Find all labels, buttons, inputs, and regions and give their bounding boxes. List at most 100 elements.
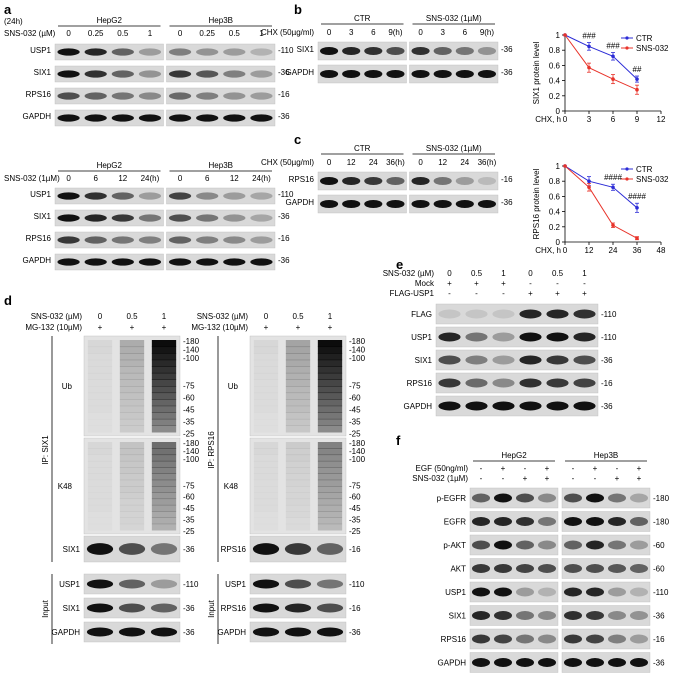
band bbox=[319, 199, 339, 209]
smear-segment bbox=[88, 406, 112, 413]
band bbox=[563, 611, 583, 620]
smear-segment bbox=[87, 454, 113, 462]
data-point bbox=[563, 33, 567, 37]
protein-label: Ub bbox=[62, 382, 73, 391]
blot-strip bbox=[435, 303, 599, 325]
lane-label: 1 bbox=[148, 29, 153, 38]
condition-value: 1 bbox=[501, 269, 506, 278]
band bbox=[492, 332, 515, 342]
smear-segment bbox=[253, 454, 279, 462]
band bbox=[111, 114, 134, 122]
smear-segment bbox=[254, 517, 278, 524]
smear-segment bbox=[285, 359, 311, 367]
smear-segment bbox=[253, 460, 279, 468]
smear-segment bbox=[151, 479, 177, 487]
band bbox=[196, 70, 219, 78]
ip-label: IP: SIX1 bbox=[41, 435, 50, 465]
band bbox=[319, 69, 339, 79]
smear-segment bbox=[151, 359, 177, 367]
x-axis-label: CHX, h bbox=[535, 246, 561, 255]
protein-label: GAPDH bbox=[23, 112, 52, 121]
band bbox=[607, 611, 627, 620]
band bbox=[477, 199, 497, 209]
smear-segment bbox=[119, 379, 145, 387]
lane-label: 36(h) bbox=[386, 158, 405, 167]
group-label: HepG2 bbox=[97, 161, 123, 170]
blot-background bbox=[409, 194, 499, 214]
blot-background bbox=[561, 628, 651, 650]
lane-label: 0.25 bbox=[88, 29, 104, 38]
band bbox=[438, 355, 461, 365]
blot-strip bbox=[249, 597, 347, 619]
lane-label: 0.5 bbox=[117, 29, 129, 38]
ip-label: IP: RPS16 bbox=[207, 431, 216, 469]
band bbox=[515, 517, 535, 526]
band bbox=[465, 355, 488, 365]
band bbox=[284, 543, 312, 555]
blot-strip bbox=[469, 581, 651, 603]
band bbox=[585, 658, 605, 667]
protein-label: USP1 bbox=[445, 588, 466, 597]
band bbox=[111, 70, 134, 78]
band bbox=[168, 92, 192, 100]
band bbox=[493, 493, 513, 503]
data-point bbox=[635, 77, 639, 81]
band bbox=[138, 258, 162, 266]
blot-background bbox=[54, 65, 164, 83]
protein-label: RPS16 bbox=[441, 635, 467, 644]
smear-segment bbox=[317, 467, 343, 474]
y-tick-label: 0 bbox=[556, 107, 561, 116]
band bbox=[86, 579, 114, 589]
band bbox=[573, 401, 596, 411]
mw-label: -36 bbox=[501, 68, 513, 77]
mw-label: -75 bbox=[183, 381, 195, 390]
blot-background bbox=[435, 349, 599, 371]
condition-value: - bbox=[502, 474, 505, 483]
smear-segment bbox=[151, 392, 177, 400]
smear-segment bbox=[119, 442, 145, 449]
band bbox=[465, 378, 488, 388]
band bbox=[168, 48, 192, 56]
lane-label: 0 bbox=[418, 28, 423, 37]
blot-strip bbox=[83, 573, 181, 595]
significance-mark: ## bbox=[633, 65, 642, 74]
smear-segment bbox=[119, 392, 145, 400]
mw-label: -36 bbox=[653, 659, 665, 668]
smear-segment bbox=[87, 442, 113, 449]
smear-segment bbox=[317, 460, 343, 468]
blot-background bbox=[469, 628, 559, 650]
smear-segment bbox=[285, 372, 311, 380]
lane-label: 24 bbox=[369, 158, 378, 167]
smear-segment bbox=[253, 353, 279, 361]
smear-segment bbox=[317, 523, 343, 531]
mw-label: -140 bbox=[183, 447, 200, 456]
smear-segment bbox=[87, 448, 113, 456]
panel-label-c: c bbox=[294, 132, 301, 147]
band bbox=[223, 48, 246, 56]
blot-background bbox=[561, 534, 651, 556]
smear-segment bbox=[317, 405, 343, 413]
mw-label: -60 bbox=[349, 493, 361, 502]
mw-label: -35 bbox=[183, 417, 195, 426]
x-tick-label: 9 bbox=[635, 115, 640, 124]
mw-label: -180 bbox=[653, 494, 670, 503]
band bbox=[250, 192, 273, 200]
band bbox=[492, 309, 515, 319]
y-tick-label: 0 bbox=[556, 238, 561, 247]
condition-value: - bbox=[556, 279, 559, 288]
smear-segment bbox=[254, 412, 278, 419]
band bbox=[342, 176, 361, 186]
protein-label: K48 bbox=[58, 482, 73, 491]
smear-segment bbox=[317, 492, 343, 500]
smear-segment bbox=[285, 523, 311, 531]
band bbox=[138, 114, 162, 122]
blot-background bbox=[435, 395, 599, 417]
condition-value: + bbox=[523, 474, 528, 483]
y-tick-label: 0.4 bbox=[549, 77, 561, 86]
group-label: Hep3B bbox=[209, 161, 233, 170]
mw-label: -110 bbox=[349, 580, 365, 589]
x-tick-label: 3 bbox=[587, 115, 592, 124]
band bbox=[477, 69, 497, 79]
band bbox=[519, 332, 542, 342]
condition-value: 0 bbox=[447, 269, 452, 278]
